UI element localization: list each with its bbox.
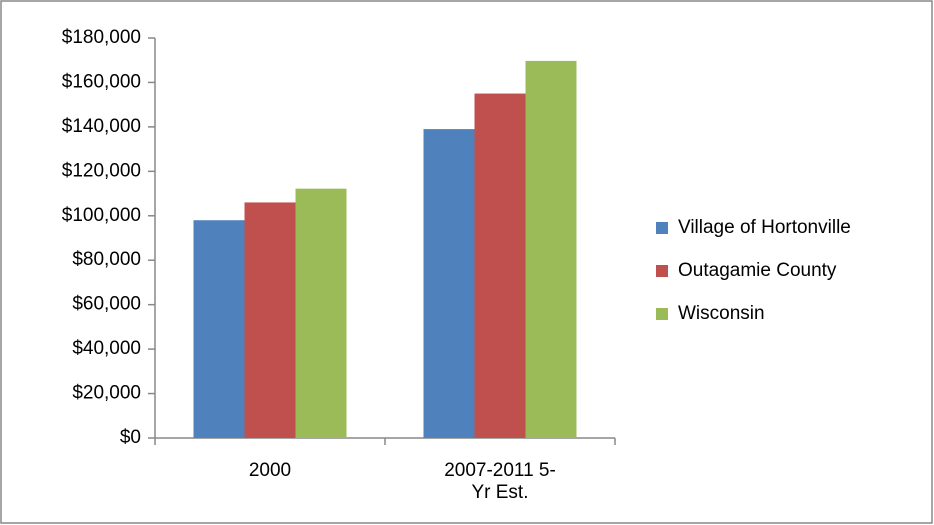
- legend-swatch: [656, 222, 668, 234]
- bar: [193, 220, 245, 438]
- legend-swatch: [656, 308, 668, 320]
- y-tick-label: $0: [120, 427, 141, 448]
- y-tick-label: $80,000: [72, 249, 141, 270]
- y-tick-label: $180,000: [62, 27, 141, 48]
- y-tick-label: $20,000: [72, 383, 141, 404]
- y-tick-label: $100,000: [62, 205, 141, 226]
- x-tick-label: 2000: [248, 460, 292, 481]
- legend-label: Wisconsin: [678, 303, 765, 324]
- x-tick-label: 2007-2011 5-Yr Est.: [444, 460, 556, 503]
- legend-label: Outagamie County: [678, 260, 837, 281]
- legend-label: Village of Hortonville: [678, 217, 851, 238]
- bar: [474, 93, 526, 439]
- y-tick-label: $120,000: [62, 160, 141, 181]
- bar: [244, 202, 296, 438]
- bar: [295, 188, 347, 438]
- bar: [525, 60, 577, 439]
- y-tick-label: $60,000: [72, 294, 141, 315]
- y-tick-label: $160,000: [62, 71, 141, 92]
- y-tick-label: $40,000: [72, 338, 141, 359]
- y-tick-label: $140,000: [62, 116, 141, 137]
- legend-swatch: [656, 265, 668, 277]
- bar: [423, 129, 475, 438]
